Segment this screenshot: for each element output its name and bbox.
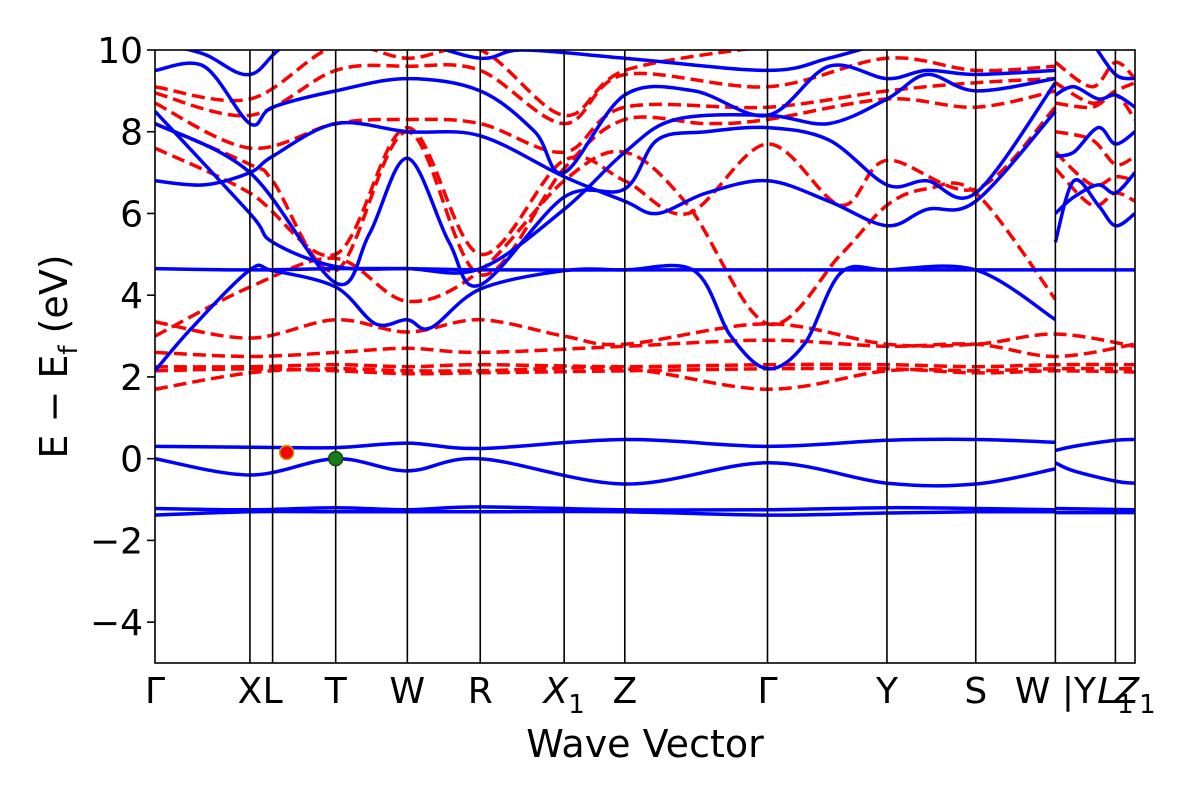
- kpoint-lines: [249, 50, 1117, 663]
- y-tick-label: −4: [90, 603, 143, 644]
- x-tick-label: Z: [612, 671, 637, 712]
- y-axis-label-unit: (eV): [32, 254, 76, 345]
- x-axis-label: Wave Vector: [526, 722, 764, 766]
- band-line-dashed-9: [155, 56, 1056, 126]
- band-line-solid-16: [1054, 461, 1135, 485]
- band-line-dashed-0: [155, 366, 1135, 391]
- y-tick-label: 10: [97, 31, 143, 72]
- band-line-dashed-13: [1055, 129, 1135, 167]
- x-tick-label: X: [238, 671, 263, 712]
- x-tick-label: W |Y: [1015, 671, 1097, 712]
- x-tick-label: X1: [542, 671, 585, 720]
- x-tick-label: Γ: [757, 671, 777, 712]
- band-line-dashed-14: [1055, 93, 1135, 121]
- y-axis-label-subscript: f: [54, 345, 84, 355]
- x-tick-label: W: [390, 671, 426, 712]
- x-tick-label: Y: [875, 671, 899, 712]
- band-line-solid-1: [155, 456, 1056, 488]
- band-line-dashed-15: [1054, 81, 1135, 105]
- y-tick-label: −2: [90, 521, 143, 562]
- band-line-dashed-3: [155, 338, 1135, 359]
- band-line-dashed-2: [155, 362, 1135, 369]
- y-ticks: 10 8 6 4 2 0 −2 −4: [90, 31, 155, 644]
- band-line-solid-14: [1054, 85, 1135, 109]
- band-line-dashed-5: [155, 149, 1057, 338]
- y-tick-label: 8: [120, 113, 143, 154]
- band-line-solid-2: [155, 505, 1056, 512]
- x-tick-label: T: [324, 671, 348, 712]
- band-line-solid-17: [1055, 506, 1135, 512]
- x-tick-label: S: [964, 671, 987, 712]
- kpoint-marker: [278, 444, 295, 461]
- band-line-solid-0: [155, 437, 1056, 451]
- band-line-solid-13: [1055, 125, 1135, 159]
- x-tick-label: R: [468, 671, 493, 712]
- x-tick-label: L1: [1097, 671, 1134, 720]
- x-tick-label: Z1: [1113, 671, 1155, 720]
- band-line-dashed-7: [155, 89, 1056, 277]
- band-line-dashed-16: [1054, 60, 1135, 89]
- kpoint-marker: [327, 450, 344, 467]
- band-line-solid-7: [155, 81, 1057, 288]
- band-line-dashed-4: [155, 317, 1135, 349]
- bands-layer: [155, 50, 1135, 517]
- band-line-dashed-1: [155, 366, 1135, 376]
- band-line-solid-3: [155, 509, 1056, 517]
- y-axis-label-main: E − E: [32, 355, 76, 459]
- y-tick-label: 4: [120, 276, 143, 317]
- band-line-dashed-11: [1054, 167, 1135, 208]
- plot-frame: [154, 49, 1136, 664]
- y-tick-label: 2: [120, 358, 143, 399]
- band-line-solid-15: [1054, 437, 1135, 453]
- band-line-solid-11: [1053, 178, 1135, 243]
- y-tick-label: 6: [120, 194, 143, 235]
- x-tick-label: L: [263, 671, 283, 712]
- x-tick-label: Γ: [145, 671, 165, 712]
- band-line-solid-10: [183, 50, 866, 77]
- band-line-dashed-12: [1054, 150, 1135, 188]
- band-line-solid-8: [155, 72, 1056, 275]
- y-tick-label: 0: [120, 440, 143, 481]
- markers-layer: [278, 444, 344, 467]
- band-line-solid-9: [155, 61, 1056, 175]
- y-axis-label: E − Ef (eV): [32, 254, 84, 458]
- band-line-solid-12: [1054, 171, 1135, 215]
